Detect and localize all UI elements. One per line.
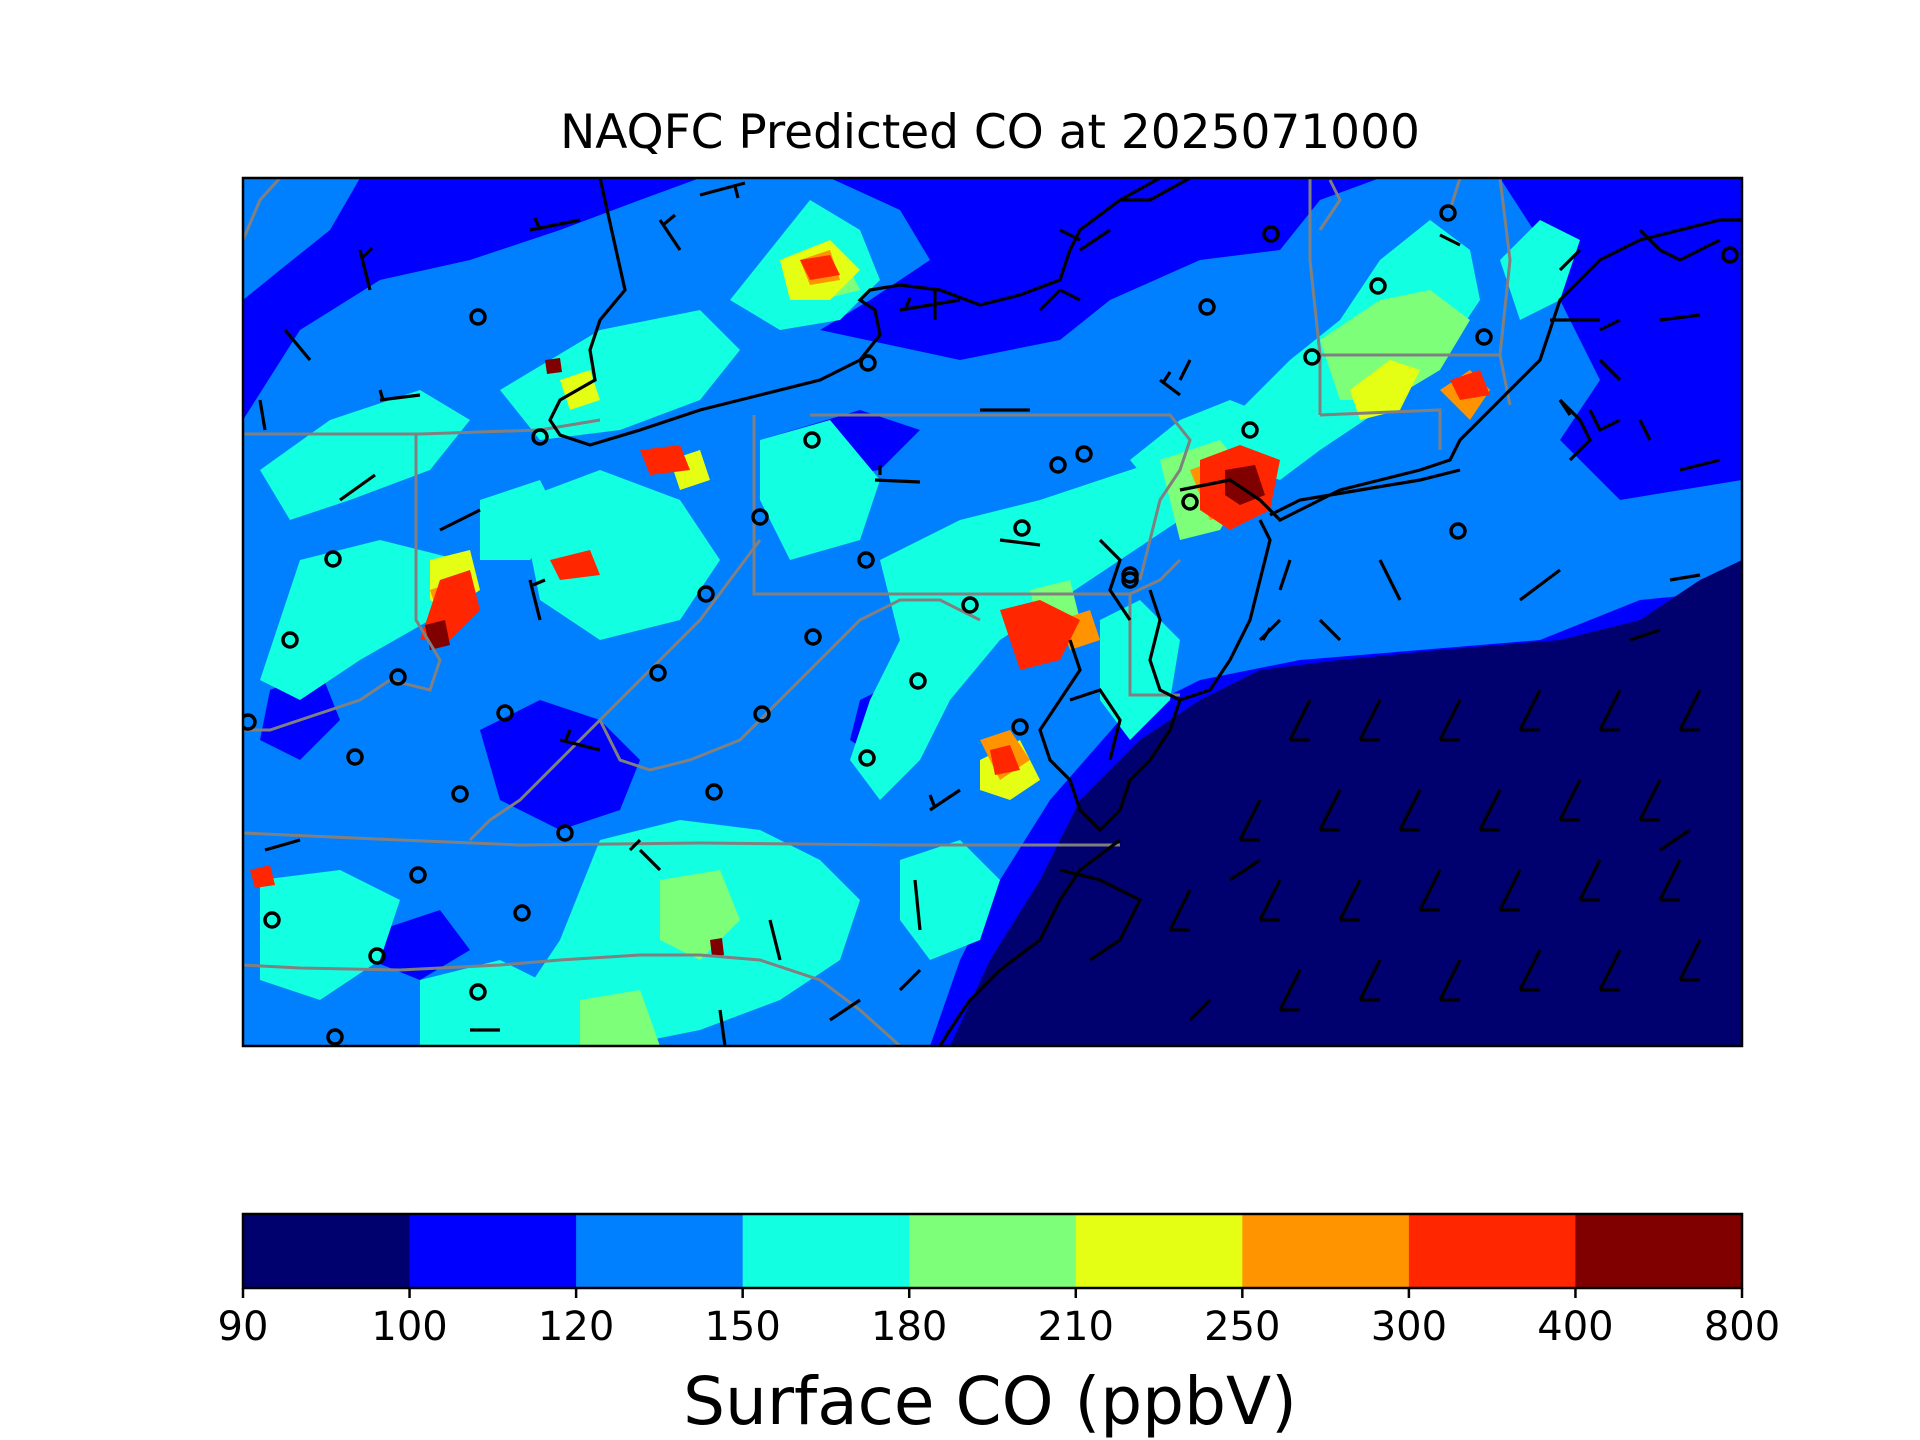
colorbar-tick-label: 150 xyxy=(704,1304,780,1350)
wind-barbs xyxy=(258,181,1721,1046)
colorbar-swatch xyxy=(243,1214,411,1288)
co-field-300-400 xyxy=(250,255,1490,888)
colorbar-swatch xyxy=(742,1214,910,1288)
colorbar-swatch xyxy=(576,1214,744,1288)
co-field-100-120-patches xyxy=(260,250,1130,980)
colorbar-frame xyxy=(241,1212,1744,1290)
colorbar xyxy=(243,1214,1743,1288)
colorbar-tick-label: 180 xyxy=(871,1304,947,1350)
colorbar-ticks: 90 100 120 150 180 210 250 300 400 800 xyxy=(218,1288,1780,1350)
colorbar-swatch xyxy=(1242,1214,1410,1288)
colorbar-swatch xyxy=(1575,1214,1743,1288)
colorbar-tick-label: 250 xyxy=(1204,1304,1280,1350)
colorbar-label: Surface CO (ppbV) xyxy=(683,1363,1297,1440)
colorbar-tick-label: 210 xyxy=(1038,1304,1114,1350)
monitoring-stations xyxy=(243,204,1739,1046)
map-title: NAQFC Predicted CO at 2025071000 xyxy=(560,105,1420,160)
colorbar-swatch xyxy=(409,1214,577,1288)
colorbar-tick-label: 300 xyxy=(1371,1304,1447,1350)
wind-barbs-ocean xyxy=(1168,689,1702,1012)
colorbar-swatch xyxy=(909,1214,1077,1288)
colorbar-tick-label: 120 xyxy=(538,1304,614,1350)
co-field-90-100-ocean xyxy=(950,560,1742,1046)
colorbar-tick-label: 400 xyxy=(1537,1304,1613,1350)
colorbar-tick-label: 90 xyxy=(218,1304,269,1350)
colorbar-swatch xyxy=(1075,1214,1243,1288)
colorbar-tick-label: 800 xyxy=(1704,1304,1780,1350)
map-frame xyxy=(241,176,1744,1048)
colorbar-tick-label: 100 xyxy=(371,1304,447,1350)
colorbar-swatch xyxy=(1408,1214,1576,1288)
co-concentration-map xyxy=(243,178,1742,1046)
